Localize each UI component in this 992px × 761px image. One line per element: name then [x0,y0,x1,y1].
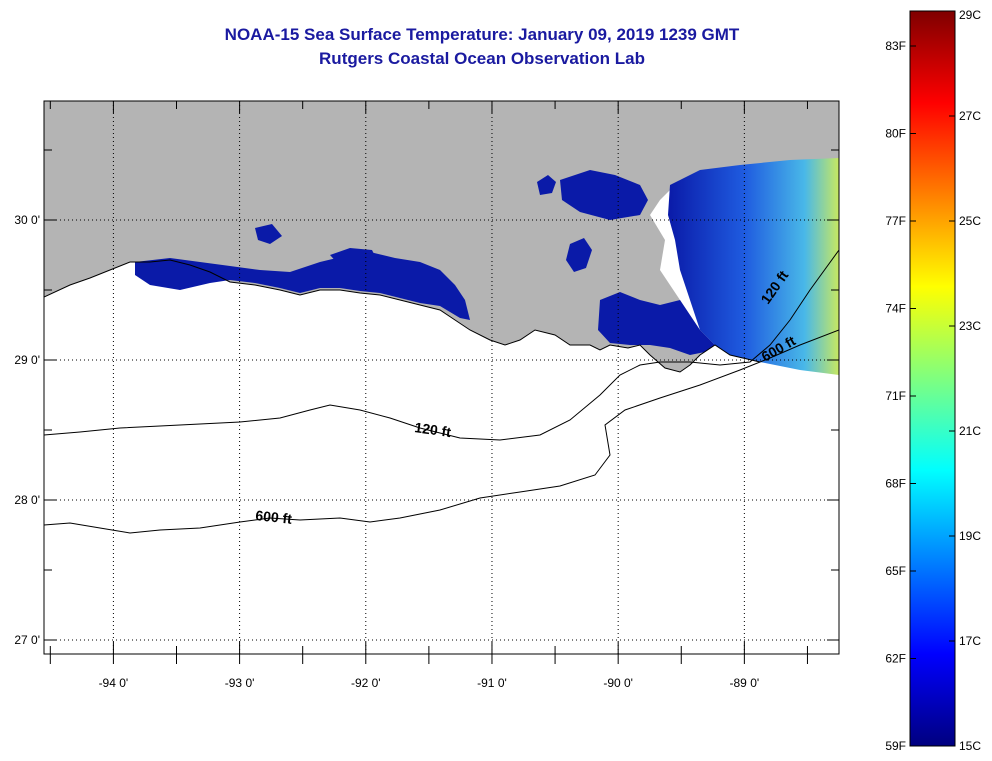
colorbar-labels: 29C 27C 25C 23C 21C 19C 17C 15C 83F 80F 77F 74F 71F 6… [885,8,981,753]
colorbar-label-fahrenheit: 71F [885,389,906,403]
warm-water-region [668,158,839,375]
contour-label-600ft: 600 ft [255,507,293,527]
axis-tick-labels: -94 0' -93 0' -92 0' -91 0' -90 0' -89 0' 30 0… [14,213,759,690]
x-tick-label: -92 0' [351,676,381,690]
coastline [44,259,761,373]
cold-water-band-west [135,252,470,320]
map-subtitle: Rutgers Coastal Ocean Observation Lab [319,49,645,68]
colorbar-label-celsius: 27C [959,109,981,123]
colorbar-label-celsius: 21C [959,424,981,438]
contour-label-120ft: 120 ft [414,419,453,440]
colorbar-label-fahrenheit: 68F [885,477,906,491]
cold-water-inlet-3 [566,238,592,272]
cold-water-inlet-2 [255,224,282,244]
colorbar-label-celsius: 17C [959,634,981,648]
map-frame [43,100,840,655]
colorbar-label-celsius: 29C [959,8,981,22]
colorbar [909,10,956,747]
colorbar-label-fahrenheit: 59F [885,739,906,753]
x-tick-label: -93 0' [225,676,255,690]
colorbar-label-fahrenheit: 74F [885,302,906,316]
colorbar-label-celsius: 19C [959,529,981,543]
colorbar-label-fahrenheit: 62F [885,652,906,666]
y-tick-label: 27 0' [14,633,40,647]
colorbar-label-fahrenheit: 77F [885,214,906,228]
colorbar-label-celsius: 23C [959,319,981,333]
axis-ticks [44,101,839,664]
cold-water-band-east [598,292,715,355]
x-tick-label: -94 0' [99,676,129,690]
x-tick-label: -91 0' [477,676,507,690]
cold-water-offshore-patch [560,170,648,220]
colorbar-label-celsius: 15C [959,739,981,753]
x-tick-label: -89 0' [730,676,760,690]
colorbar-label-celsius: 25C [959,214,981,228]
y-tick-label: 29 0' [14,353,40,367]
isobath-120ft [44,249,839,441]
colorbar-label-fahrenheit: 80F [885,127,906,141]
y-tick-label: 30 0' [14,213,40,227]
graticule [44,101,839,654]
map-title: NOAA-15 Sea Surface Temperature: January… [224,25,740,44]
isobath-600ft [44,329,839,534]
cold-water-offshore-patch-small [537,175,556,195]
colorbar-label-fahrenheit: 65F [885,564,906,578]
colorbar-label-fahrenheit: 83F [885,39,906,53]
y-tick-label: 28 0' [14,493,40,507]
x-tick-label: -90 0' [603,676,633,690]
